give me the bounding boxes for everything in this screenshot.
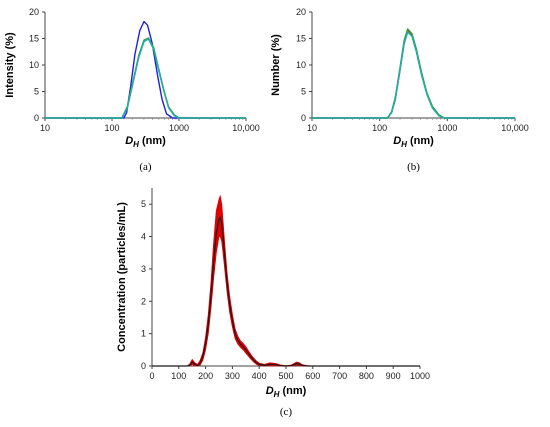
- chart-panel-a: 0 5 10 15 20 10 100 1000 10,000 Intensity (%) DH (…: [4, 7, 260, 173]
- y-tick-label: 5: [301, 87, 306, 97]
- x-tick-label: 1000: [410, 371, 430, 381]
- x-tick-label: 1000: [437, 123, 457, 133]
- y-tick-label: 5: [34, 87, 39, 97]
- x-tick-label: 500: [278, 371, 293, 381]
- x-tick-label: 700: [332, 371, 347, 381]
- panel-caption: (a): [139, 161, 152, 173]
- x-tick-label: 100: [104, 123, 119, 133]
- y-tick-label: 1: [141, 329, 146, 339]
- y-tick-label: 0: [141, 361, 146, 371]
- x-tick-label: 600: [305, 371, 320, 381]
- x-tick-label: 100: [171, 371, 186, 381]
- series-line-4: [45, 38, 246, 119]
- series-line-3: [45, 37, 246, 119]
- y-tick-label: 3: [141, 264, 146, 274]
- y-tick-label: 20: [296, 7, 306, 17]
- y-axis-label: Intensity (%): [4, 32, 16, 98]
- y-tick-label: 15: [296, 34, 306, 44]
- chart-panel-b: 0 5 10 15 20 10 100 1000 10,000 Number (%) DH (nm)…: [270, 7, 529, 173]
- y-tick-label: 4: [141, 232, 146, 242]
- y-tick-label: 2: [141, 296, 146, 306]
- x-tick-label: 800: [359, 371, 374, 381]
- x-tick-label: 1000: [169, 123, 189, 133]
- error-band: [152, 194, 420, 367]
- y-tick-label: 5: [141, 199, 146, 209]
- x-tick-label: 400: [252, 371, 267, 381]
- panel-caption: (b): [407, 161, 420, 173]
- series-line-2: [45, 37, 246, 119]
- panel-caption: (c): [280, 406, 293, 418]
- x-tick-label: 200: [198, 371, 213, 381]
- x-tick-label: 10,000: [232, 123, 260, 133]
- x-tick-label: 900: [386, 371, 401, 381]
- x-tick-label: 10,000: [501, 123, 529, 133]
- y-tick-label: 0: [301, 113, 306, 123]
- x-axis-label: DH (nm): [125, 135, 166, 149]
- x-tick-label: 0: [149, 371, 154, 381]
- series-line-1: [45, 20, 246, 119]
- x-axis-label: DH (nm): [266, 385, 307, 399]
- x-tick-label: 10: [307, 123, 317, 133]
- y-tick-label: 20: [29, 7, 39, 17]
- chart-panel-c: 0 1 2 3 4 5 0 100 200 300 400 500 600 700 800 900 1000 Co…: [116, 188, 430, 418]
- y-tick-label: 15: [29, 34, 39, 44]
- y-tick-label: 10: [296, 60, 306, 70]
- y-axis-label: Number (%): [270, 34, 282, 96]
- x-tick-label: 100: [372, 123, 387, 133]
- x-axis-label: DH (nm): [393, 135, 434, 149]
- mean-line: [152, 215, 420, 367]
- y-tick-label: 0: [34, 113, 39, 123]
- y-axis-label: Concentration (particles/mL): [116, 202, 128, 352]
- x-tick-label: 10: [40, 123, 50, 133]
- x-tick-label: 300: [225, 371, 240, 381]
- y-tick-label: 10: [29, 60, 39, 70]
- series-line-1: [312, 30, 515, 119]
- series-line-4: [312, 31, 515, 119]
